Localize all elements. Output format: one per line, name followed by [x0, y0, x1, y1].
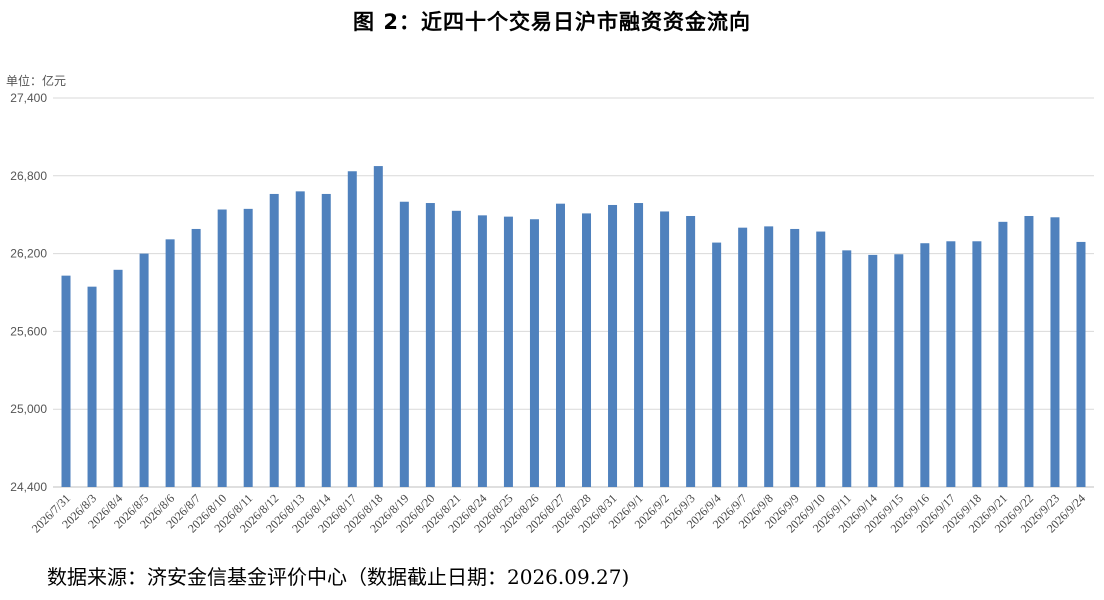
y-tick-label: 26,200: [10, 247, 47, 261]
bar: [920, 243, 930, 487]
bar: [113, 269, 123, 487]
bar: [790, 228, 800, 488]
chart-title: 图 2：近四十个交易日沪市融资资金流向: [353, 10, 751, 34]
bar: [946, 241, 956, 487]
bar: [894, 254, 904, 487]
y-axis-unit-label: 单位：亿元: [6, 74, 67, 88]
bar: [295, 191, 305, 488]
bar: [660, 211, 670, 488]
bars: [61, 166, 1086, 488]
y-tick-label: 25,600: [10, 324, 47, 338]
bar: [712, 242, 722, 487]
y-tick-label: 27,400: [10, 91, 47, 105]
bar: [373, 166, 383, 487]
bar: [764, 226, 774, 487]
bar: [139, 253, 149, 487]
bar: [321, 193, 331, 487]
bar: [399, 201, 409, 487]
y-tick-label: 24,400: [10, 480, 47, 494]
bar: [634, 203, 644, 487]
bar: [1050, 217, 1060, 487]
bar: [87, 286, 97, 487]
bar: [243, 208, 253, 488]
bar: [868, 254, 878, 487]
bar: [608, 204, 618, 487]
bar: [165, 239, 175, 487]
bar: [217, 209, 227, 487]
bar: [269, 193, 279, 487]
bar: [61, 275, 71, 487]
bar: [191, 228, 201, 488]
bar: [425, 203, 435, 487]
bar: [451, 210, 461, 487]
bar: [477, 215, 487, 487]
source-note: 数据来源：济安金信基金评价中心（数据截止日期：2026.09.27): [47, 565, 630, 589]
x-axis-ticks: 2026/7/312026/8/32026/8/42026/8/52026/8/…: [29, 491, 1088, 535]
bar: [842, 250, 852, 487]
y-tick-label: 26,800: [10, 169, 47, 183]
bar: [1024, 215, 1034, 487]
bar: [1076, 241, 1086, 487]
bar: [529, 219, 539, 487]
y-tick-label: 25,000: [10, 402, 47, 416]
bar: [972, 241, 982, 487]
bar: [998, 221, 1008, 487]
y-axis-ticks: 24,400 25,000 25,600 26,200 26,800 27,400: [10, 91, 47, 494]
bar-chart: 24,400 25,000 25,600 26,200 26,800 27,400 202…: [10, 91, 1094, 536]
bar: [738, 227, 748, 487]
bar: [503, 216, 513, 487]
bar: [347, 171, 357, 488]
bar: [686, 215, 696, 487]
bar: [816, 231, 826, 487]
bar: [555, 203, 565, 487]
gridlines: [53, 97, 1094, 488]
bar: [582, 213, 592, 488]
